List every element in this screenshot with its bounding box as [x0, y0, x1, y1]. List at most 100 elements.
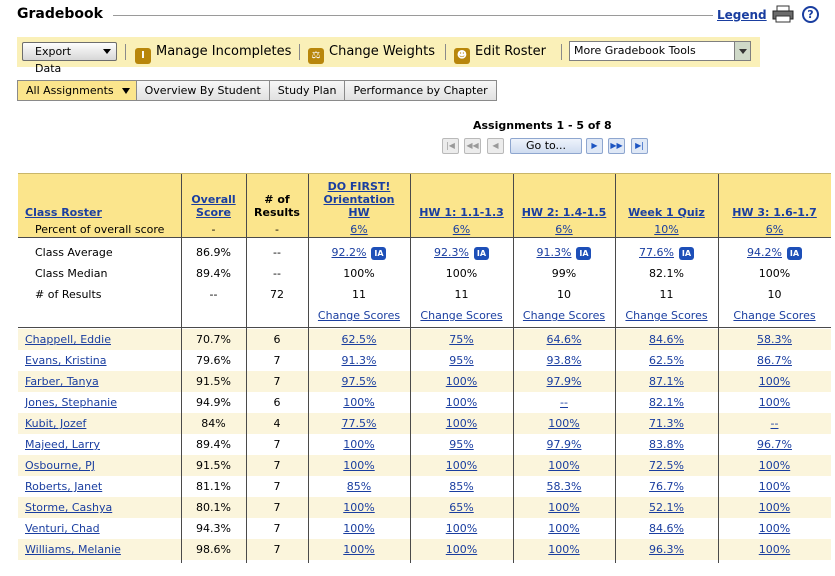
legend-link[interactable]: Legend	[717, 8, 767, 22]
class-average-link[interactable]: 92.2%	[331, 246, 367, 259]
student-score-link[interactable]: 97.9%	[546, 438, 582, 451]
student-name-link[interactable]: Roberts, Janet	[25, 480, 103, 493]
student-score-link[interactable]: 95%	[449, 438, 474, 451]
student-score-link[interactable]: 100%	[758, 522, 791, 535]
student-score-link[interactable]: 100%	[343, 522, 375, 535]
assignment-name-link[interactable]: Week 1 Quiz	[615, 206, 718, 219]
student-score-link[interactable]: 100%	[548, 417, 580, 430]
student-score-link[interactable]: 100%	[758, 501, 791, 514]
student-score-link[interactable]: 82.1%	[649, 396, 684, 409]
help-icon[interactable]: ?	[802, 6, 819, 23]
change-weights-button[interactable]: ⚖ Change Weights	[308, 43, 435, 64]
student-score-link[interactable]: 100%	[343, 501, 375, 514]
student-score-link[interactable]: 100%	[548, 501, 580, 514]
student-score-link[interactable]: 87.1%	[649, 375, 684, 388]
student-name-link[interactable]: Evans, Kristina	[25, 354, 107, 367]
change-scores-link[interactable]: Change Scores	[317, 309, 401, 322]
student-score-link[interactable]: 65%	[449, 501, 474, 514]
student-score-link[interactable]: 62.5%	[341, 333, 377, 346]
assignment-name-link[interactable]: DO FIRST! Orientation HW	[308, 180, 410, 219]
class-average-link[interactable]: 92.3%	[434, 246, 469, 259]
assignment-name-link[interactable]: HW 2: 1.4-1.5	[513, 206, 615, 219]
tab-overview-by-student[interactable]: Overview By Student	[136, 80, 270, 101]
printer-icon[interactable]	[772, 5, 794, 23]
student-score-link[interactable]: 100%	[343, 396, 375, 409]
export-data-button[interactable]: Export Data	[22, 42, 117, 75]
go-to-button[interactable]: Go to...	[510, 138, 582, 154]
student-score-link[interactable]: 62.5%	[649, 354, 684, 367]
class-average-link[interactable]: 94.2%	[747, 246, 782, 259]
student-score-link[interactable]: 100%	[548, 543, 580, 556]
student-score-link[interactable]: 100%	[548, 459, 580, 472]
student-score-link[interactable]: 100%	[758, 480, 791, 493]
tab-all-assignments[interactable]: All Assignments	[17, 80, 137, 101]
student-score-link[interactable]: 100%	[445, 459, 478, 472]
first-page-icon[interactable]: |◀	[442, 138, 459, 154]
student-name-link[interactable]: Chappell, Eddie	[25, 333, 111, 346]
student-score-link[interactable]: 93.8%	[546, 354, 582, 367]
assignment-weight-link[interactable]: 6%	[765, 223, 784, 236]
assignment-name-link[interactable]: HW 1: 1.1-1.3	[410, 206, 513, 219]
student-score-link[interactable]: 91.3%	[341, 354, 377, 367]
edit-roster-button[interactable]: ☻ Edit Roster	[454, 43, 546, 64]
student-name-link[interactable]: Kubit, Jozef	[25, 417, 87, 430]
student-score-link[interactable]: 84.6%	[649, 522, 684, 535]
change-scores-link[interactable]: Change Scores	[420, 309, 503, 322]
student-score-link[interactable]: 100%	[758, 459, 791, 472]
student-score-link[interactable]: 58.3%	[757, 333, 792, 346]
student-score-link[interactable]: 100%	[445, 375, 478, 388]
student-name-link[interactable]: Venturi, Chad	[25, 522, 100, 535]
change-scores-link[interactable]: Change Scores	[733, 309, 816, 322]
class-roster-sort-link[interactable]: Class Roster	[25, 206, 102, 219]
student-name-link[interactable]: Jones, Stephanie	[25, 396, 117, 409]
student-score-link[interactable]: 86.7%	[757, 354, 792, 367]
student-score-link[interactable]: 83.8%	[649, 438, 684, 451]
student-score-link[interactable]: 75%	[449, 333, 474, 346]
assignment-weight-link[interactable]: 6%	[350, 223, 368, 236]
student-score-link[interactable]: 100%	[758, 375, 791, 388]
student-name-link[interactable]: Storme, Cashya	[25, 501, 113, 514]
student-score-link[interactable]: 100%	[758, 543, 791, 556]
student-score-link[interactable]: 100%	[343, 459, 375, 472]
student-score-link[interactable]: 72.5%	[649, 459, 684, 472]
assignment-weight-link[interactable]: 10%	[654, 223, 679, 236]
student-score-link[interactable]: 100%	[445, 417, 478, 430]
item-analysis-icon[interactable]: IA	[678, 247, 694, 260]
student-name-link[interactable]: Majeed, Larry	[25, 438, 101, 451]
next-page-icon[interactable]: ▶	[586, 138, 603, 154]
student-score-link[interactable]: 77.5%	[341, 417, 377, 430]
student-score-link[interactable]: 52.1%	[649, 501, 684, 514]
item-analysis-icon[interactable]: IA	[473, 247, 489, 260]
student-score-link[interactable]: 95%	[449, 354, 474, 367]
student-score-link[interactable]: --	[770, 417, 779, 430]
more-gradebook-tools-select[interactable]: More Gradebook Tools	[569, 41, 751, 61]
assignment-name-link[interactable]: HW 3: 1.6-1.7	[718, 206, 831, 219]
class-average-link[interactable]: 77.6%	[639, 246, 674, 259]
overall-score-sort-link[interactable]: Overall Score	[181, 193, 246, 219]
student-name-link[interactable]: Osbourne, PJ	[25, 459, 96, 472]
student-score-link[interactable]: 96.3%	[649, 543, 684, 556]
student-score-link[interactable]: 85%	[346, 480, 372, 493]
student-score-link[interactable]: 100%	[445, 543, 478, 556]
student-score-link[interactable]: 97.9%	[546, 375, 582, 388]
student-score-link[interactable]: 84.6%	[649, 333, 684, 346]
item-analysis-icon[interactable]: IA	[576, 247, 592, 260]
last-page-icon[interactable]: ▶|	[631, 138, 648, 154]
student-score-link[interactable]: --	[560, 396, 568, 409]
item-analysis-icon[interactable]: IA	[371, 247, 387, 260]
student-score-link[interactable]: 64.6%	[546, 333, 582, 346]
assignment-weight-link[interactable]: 6%	[452, 223, 471, 236]
student-score-link[interactable]: 71.3%	[649, 417, 684, 430]
manage-incompletes-button[interactable]: I Manage Incompletes	[135, 43, 291, 64]
item-analysis-icon[interactable]: IA	[786, 247, 802, 260]
student-name-link[interactable]: Williams, Melanie	[25, 543, 121, 556]
student-score-link[interactable]: 76.7%	[649, 480, 684, 493]
student-score-link[interactable]: 58.3%	[546, 480, 582, 493]
student-score-link[interactable]: 100%	[343, 438, 375, 451]
tab-study-plan[interactable]: Study Plan	[269, 80, 346, 101]
student-score-link[interactable]: 85%	[449, 480, 474, 493]
student-score-link[interactable]: 100%	[548, 522, 580, 535]
student-score-link[interactable]: 100%	[445, 522, 478, 535]
change-scores-link[interactable]: Change Scores	[522, 309, 606, 322]
student-score-link[interactable]: 100%	[445, 396, 478, 409]
